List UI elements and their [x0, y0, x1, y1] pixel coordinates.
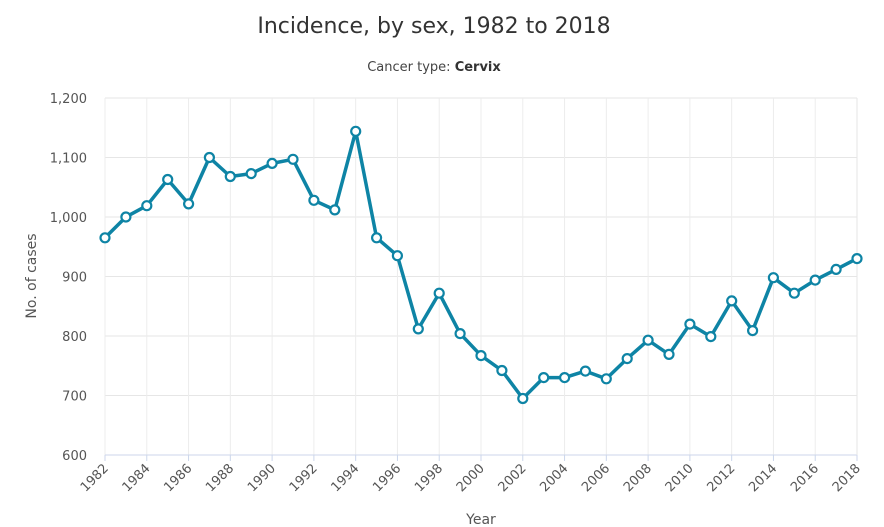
data-point[interactable]	[851, 253, 863, 265]
data-point[interactable]	[287, 153, 299, 165]
x-tick-label: 1984	[120, 461, 154, 495]
subtitle-value: Cervix	[454, 60, 501, 75]
data-point[interactable]	[141, 200, 153, 212]
data-point[interactable]	[558, 372, 571, 384]
data-point[interactable]	[538, 372, 550, 384]
data-point[interactable]	[391, 250, 403, 262]
x-tick-labels: 1982 1984 1986 1988 1990 1992 1994 1996 1998 2000…	[78, 461, 864, 495]
y-tick-labels: 600 700 800 900 1,000 1,100 1,200	[50, 92, 87, 464]
x-tick-label: 1990	[245, 461, 279, 495]
x-tick-label: 1998	[412, 461, 446, 495]
data-point[interactable]	[517, 392, 529, 405]
data-point[interactable]	[120, 211, 132, 223]
data-point[interactable]	[830, 263, 842, 275]
data-point[interactable]	[767, 272, 780, 284]
data-point[interactable]	[600, 373, 612, 385]
x-axis-title: Year	[465, 512, 496, 527]
data-point[interactable]	[642, 334, 654, 346]
series-layer	[99, 125, 863, 405]
x-tick-label: 2014	[746, 461, 780, 495]
x-tick-label: 2004	[537, 461, 571, 495]
y-tick-label: 1,200	[50, 92, 87, 107]
data-point[interactable]	[746, 325, 759, 337]
x-tick-label: 2006	[579, 461, 613, 495]
data-point[interactable]	[308, 194, 320, 206]
x-tick-label: 2000	[454, 461, 488, 495]
data-point[interactable]	[162, 173, 174, 186]
data-point[interactable]	[579, 365, 592, 377]
data-point[interactable]	[224, 170, 236, 183]
data-point[interactable]	[203, 151, 215, 164]
data-point[interactable]	[433, 287, 445, 299]
data-point[interactable]	[329, 204, 341, 216]
data-point[interactable]	[684, 318, 696, 330]
data-point[interactable]	[809, 274, 821, 286]
x-tick-label: 2010	[663, 461, 697, 495]
data-point[interactable]	[788, 287, 800, 299]
data-point[interactable]	[371, 232, 383, 244]
data-point[interactable]	[266, 157, 278, 169]
y-tick-label: 1,100	[50, 152, 87, 167]
data-point[interactable]	[99, 232, 111, 244]
data-point[interactable]	[454, 328, 466, 340]
x-tick-label: 1996	[370, 461, 404, 495]
data-point[interactable]	[726, 295, 738, 307]
x-tick-label: 2018	[830, 461, 864, 495]
x-tick-label: 1988	[203, 461, 237, 495]
chart-subtitle: Cancer type: Cervix	[0, 60, 868, 75]
y-tick-label: 900	[62, 271, 87, 286]
x-tick-label: 2008	[621, 461, 655, 495]
y-tick-label: 800	[62, 330, 87, 345]
data-point[interactable]	[183, 198, 195, 210]
x-tick-label: 1982	[78, 461, 112, 495]
data-point[interactable]	[705, 331, 717, 343]
x-tick-label: 2016	[788, 461, 822, 495]
subtitle-label: Cancer type:	[367, 60, 455, 75]
x-tick-label: 1992	[287, 461, 321, 495]
data-point[interactable]	[412, 323, 424, 335]
x-gridlines	[104, 98, 858, 455]
x-tick-label: 2002	[496, 461, 530, 495]
x-tick-label: 1994	[328, 461, 362, 495]
chart-title: Incidence, by sex, 1982 to 2018	[257, 14, 611, 39]
data-point[interactable]	[496, 364, 508, 377]
data-point[interactable]	[663, 348, 675, 360]
y-axis-title: No. of cases	[24, 233, 40, 318]
data-point[interactable]	[621, 353, 633, 365]
data-point[interactable]	[245, 168, 257, 180]
y-tick-label: 1,000	[50, 211, 87, 226]
data-point[interactable]	[475, 350, 487, 362]
data-point[interactable]	[350, 125, 362, 137]
x-tick-label: 2012	[704, 461, 738, 495]
axes	[104, 98, 858, 461]
x-tick-label: 1986	[161, 461, 195, 495]
y-tick-label: 700	[62, 390, 87, 405]
y-tick-label: 600	[62, 449, 87, 464]
